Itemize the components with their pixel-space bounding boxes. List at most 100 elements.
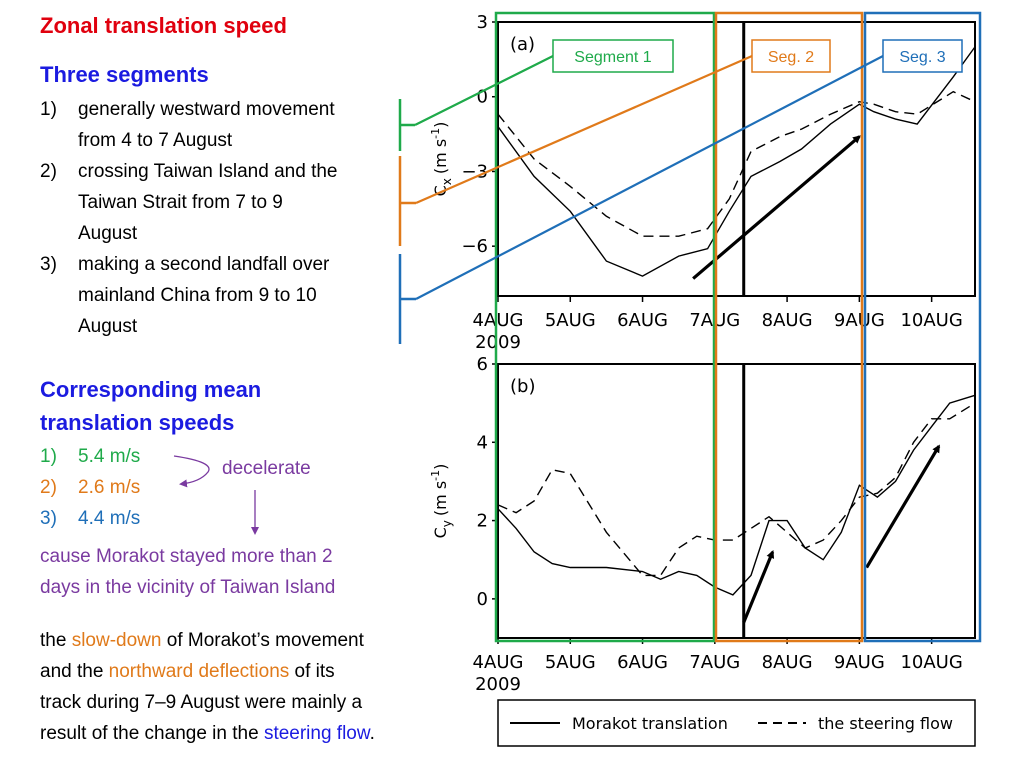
steering-flow-line — [497, 90, 976, 237]
y-tick-label: 2 — [477, 511, 488, 532]
panel-label: (b) — [510, 376, 535, 397]
segment-1-box — [494, 11, 716, 643]
x-tick-label: 6AUG — [617, 652, 668, 673]
y-axis-label-main: C — [431, 185, 450, 196]
segment-3-box — [863, 11, 982, 643]
x-tick-label: 8AUG — [762, 310, 813, 331]
speed-2-number: 2) — [40, 477, 57, 498]
y-tick-label: 0 — [477, 87, 488, 108]
panel-label: (a) — [510, 34, 535, 55]
y-tick-label: −3 — [461, 161, 488, 182]
y-axis-label-exp: -1 — [429, 470, 442, 481]
chart-panel-b: 6 4 2 0 4AUG 5AUG 6AUG 7AUG 8AUG 9AUG 10AUG 2009 Cy (… — [429, 354, 976, 695]
y-axis-label: Cy (m s-1) — [429, 464, 454, 539]
morakot-translation-line — [497, 46, 976, 277]
segment-2-text-line3: August — [78, 223, 138, 244]
y-axis-label-exp: -1 — [429, 128, 442, 139]
connector-segment-1 — [414, 55, 554, 126]
legend: Morakot translation the steering flow — [497, 699, 976, 747]
x-tick-label: 9AUG — [834, 310, 885, 331]
legend-label-morakot: Morakot translation — [572, 714, 728, 733]
y-tick-label: 3 — [477, 12, 488, 33]
speed-1-value: 5.4 m/s — [78, 446, 141, 467]
plot-frame — [497, 363, 976, 639]
segment-3-text-line1: making a second landfall over — [78, 254, 330, 275]
slide-title: Zonal translation speed — [40, 13, 287, 38]
legend-label-steering: the steering flow — [818, 714, 953, 733]
segment-2-label: Seg. 2 — [768, 49, 814, 66]
cause-text-line1: cause Morakot stayed more than 2 — [40, 546, 333, 567]
northward-highlight: northward deflections — [108, 661, 290, 682]
speed-3-number: 3) — [40, 508, 57, 529]
segment-3-text-line3: August — [78, 316, 138, 337]
legend-box — [497, 699, 976, 747]
conclusion-line1: the slow-down of Morakot’s movement — [40, 630, 364, 651]
x-tick-label: 6AUG — [617, 310, 668, 331]
segment-1-text-line2: from 4 to 7 August — [78, 130, 233, 151]
trend-arrow — [692, 135, 861, 280]
segment-3-label: Seg. 3 — [899, 49, 945, 66]
plot-frame — [497, 21, 976, 297]
x-tick-label: 10AUG — [900, 652, 962, 673]
morakot-translation-line — [497, 394, 976, 596]
decelerate-curve-arrow — [173, 455, 210, 488]
y-tick-label: −6 — [461, 236, 488, 257]
y-axis-label-main: C — [431, 527, 450, 538]
speeds-heading-line1: Corresponding mean — [40, 377, 262, 402]
x-year-label: 2009 — [475, 332, 521, 353]
slow-down-highlight: slow-down — [71, 630, 162, 651]
y-axis-label: Cx (m s-1) — [429, 122, 454, 197]
speed-2-value: 2.6 m/s — [78, 477, 141, 498]
steering-flow-highlight: steering flow — [263, 723, 370, 744]
segments-heading: Three segments — [40, 62, 209, 87]
speed-3-value: 4.4 m/s — [78, 508, 141, 529]
cause-text-line2: days in the vicinity of Taiwan Island — [40, 577, 336, 598]
connector-segment-3 — [415, 55, 884, 300]
segment-1-text-line1: generally westward movement — [78, 99, 335, 120]
y-tick-label: 6 — [477, 354, 488, 375]
y-axis-label-units: (m s — [431, 481, 450, 516]
segment-3-label-box — [882, 39, 963, 73]
segment-1-label: Segment 1 — [574, 49, 651, 66]
segment-1-label-box — [552, 39, 674, 73]
x-year-label: 2009 — [475, 674, 521, 695]
trend-arrow — [742, 550, 775, 623]
conclusion-line4: result of the change in the steering flo… — [40, 723, 375, 744]
y-axis-label-sub: y — [440, 520, 454, 527]
x-tick-label: 7AUG — [689, 652, 740, 673]
y-axis-label-sub: x — [440, 178, 454, 185]
segment-3-number: 3) — [40, 254, 57, 275]
bracket-segment-3 — [398, 254, 416, 344]
conclusion-line3: track during 7–9 August were mainly a — [40, 692, 363, 713]
decelerate-label: decelerate — [222, 458, 311, 479]
x-tick-label: 9AUG — [834, 652, 885, 673]
x-tick-label: 5AUG — [545, 652, 596, 673]
x-tick-label: 4AUG — [473, 652, 524, 673]
y-tick-label: 4 — [477, 432, 488, 453]
connector-segment-2 — [415, 54, 753, 205]
x-tick-label: 4AUG — [473, 310, 524, 331]
x-tick-label: 5AUG — [545, 310, 596, 331]
trend-arrow — [865, 444, 941, 569]
y-axis-label-close: ) — [431, 122, 450, 128]
segment-3-text-line2: mainland China from 9 to 10 — [78, 285, 317, 306]
y-tick-label: 0 — [477, 589, 488, 610]
segment-2-text-line2: Taiwan Strait from 7 to 9 — [78, 192, 283, 213]
bracket-segment-1 — [398, 99, 415, 151]
segment-2-label-box — [751, 39, 831, 73]
bracket-segment-2 — [398, 156, 416, 246]
segment-2-box — [714, 11, 864, 643]
speed-1-number: 1) — [40, 446, 57, 467]
conclusion-line2: and the northward deflections of its — [40, 661, 335, 682]
segment-2-text-line1: crossing Taiwan Island and the — [78, 161, 338, 182]
x-tick-label: 8AUG — [762, 652, 813, 673]
speeds-heading-line2: translation speeds — [40, 410, 235, 435]
segment-1-number: 1) — [40, 99, 57, 120]
y-axis-label-units: (m s — [431, 139, 450, 174]
segment-2-number: 2) — [40, 161, 57, 182]
steering-flow-line — [497, 402, 976, 577]
x-tick-label: 10AUG — [900, 310, 962, 331]
y-axis-label-close: ) — [431, 464, 450, 470]
